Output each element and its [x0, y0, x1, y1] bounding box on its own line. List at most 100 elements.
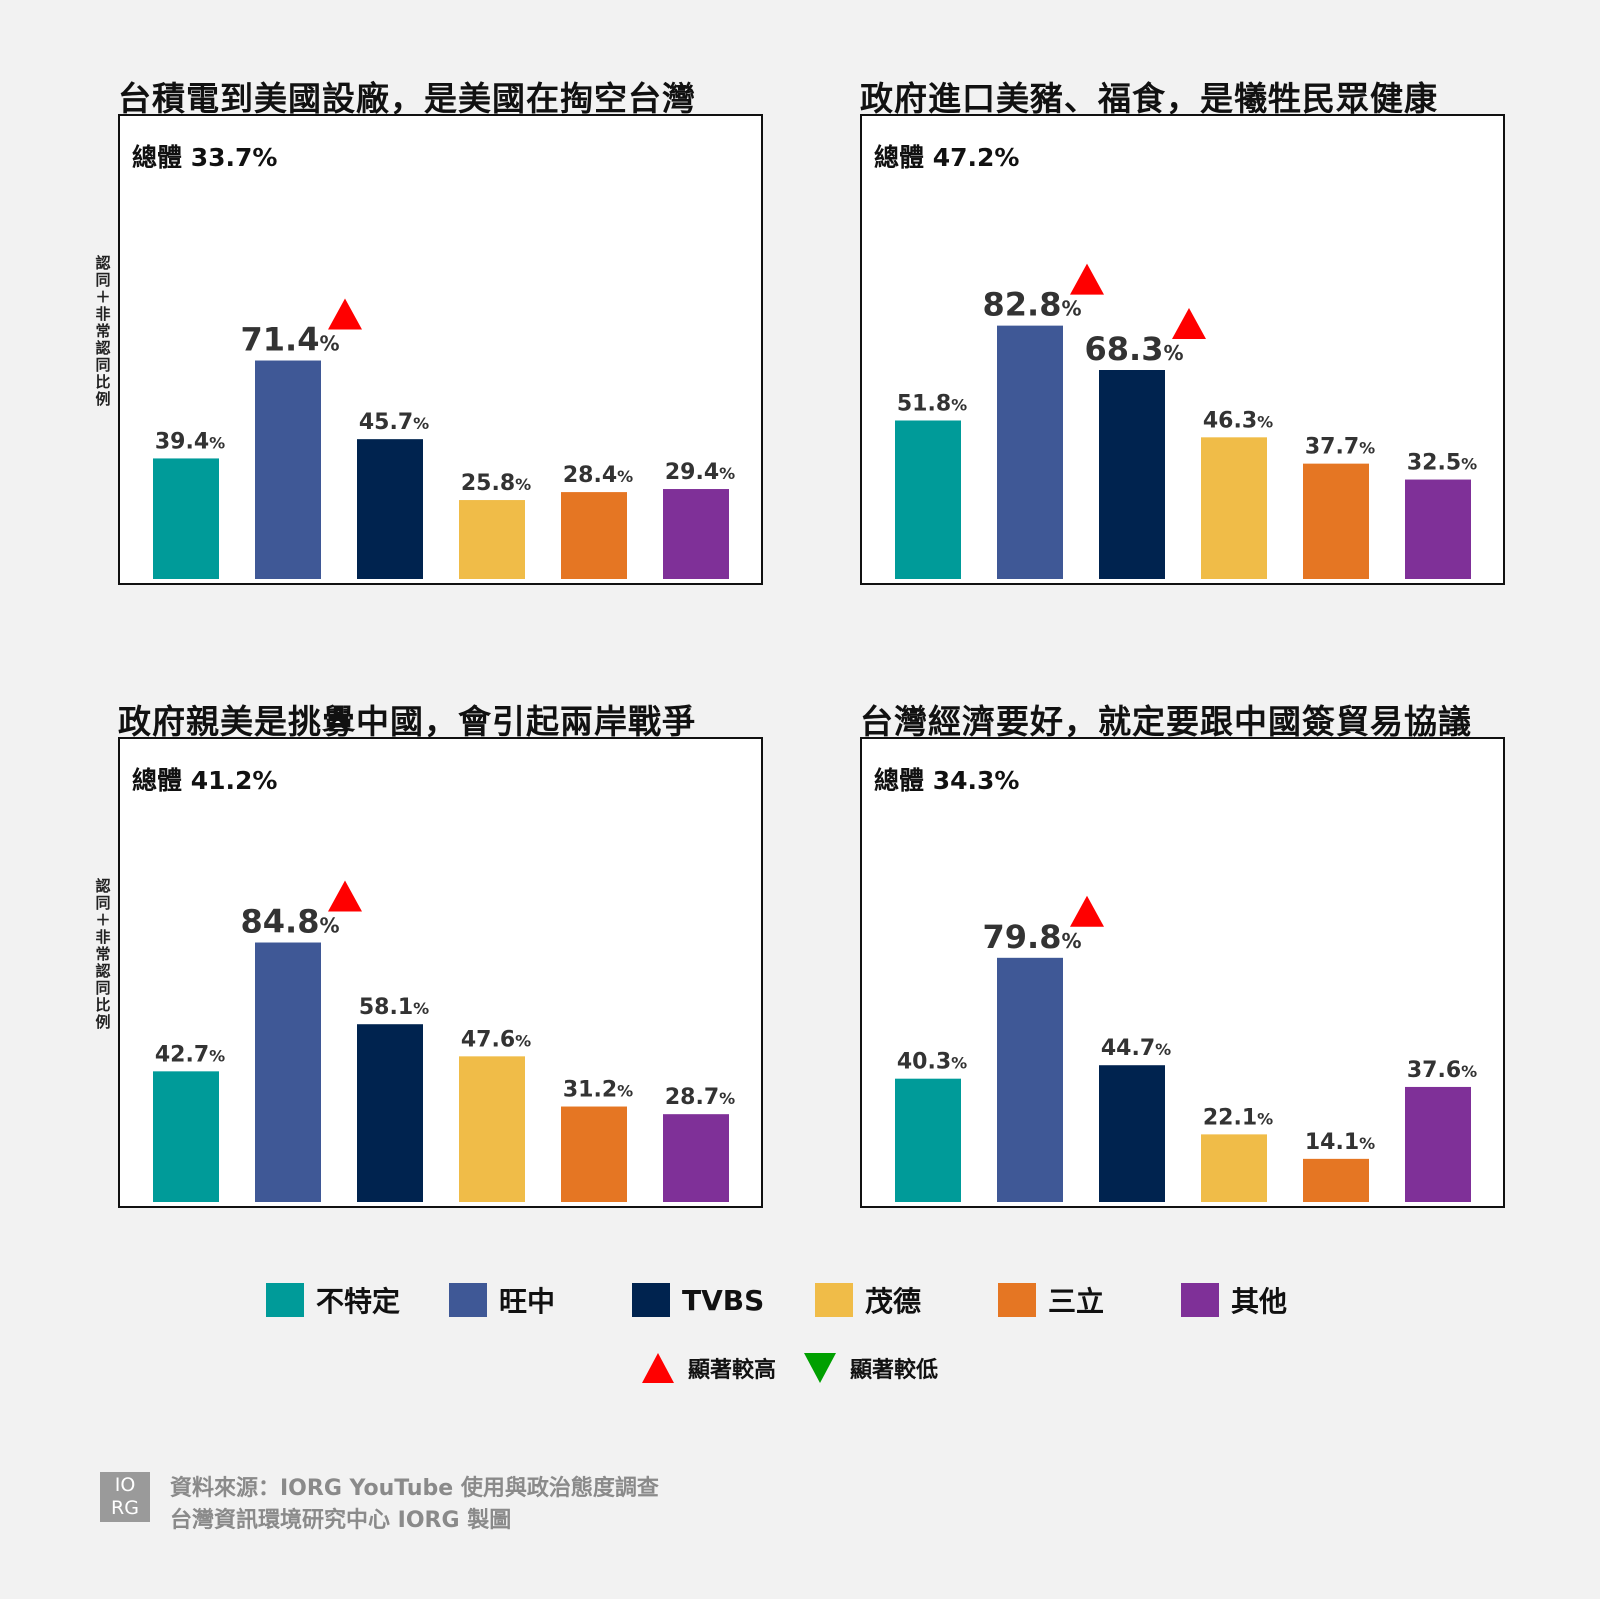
- data-label: 39.4%: [155, 429, 225, 454]
- plot-area: 總體 34.3% 40.3% 79.8% 44.7% 22.1% 14.1% 37.6%: [860, 737, 1505, 1208]
- bar-chart: 40.3% 79.8% 44.7% 22.1% 14.1% 37.6%: [895, 895, 1477, 1202]
- data-label: 51.8%: [897, 391, 967, 416]
- data-label: 37.6%: [1407, 1058, 1477, 1083]
- chart-panel-1: 台積電到美國設廠，是美國在掏空台灣 總體 33.7% 39.4% 71.4% 45.…: [118, 72, 778, 612]
- triangle-up-icon: [642, 1353, 674, 1383]
- sig-high-item: 顯著較高: [642, 1352, 776, 1384]
- legend-swatch: [632, 1283, 670, 1317]
- data-label: 44.7%: [1101, 1036, 1171, 1061]
- bar-chart: 51.8% 82.8%68.3% 46.3% 37.7% 32.5%: [895, 263, 1477, 579]
- bar: [1099, 1065, 1165, 1202]
- bar: [997, 325, 1063, 579]
- bar: [357, 439, 423, 579]
- data-label: 82.8%: [983, 286, 1082, 324]
- significant-high-marker: [1172, 308, 1206, 340]
- data-label: 28.7%: [665, 1085, 735, 1110]
- plot-area: 總體 41.2% 42.7% 84.8% 58.1% 47.6% 31.2% 28.7%: [118, 737, 763, 1208]
- overall-value: 總體 47.2%: [874, 143, 1020, 172]
- legend-swatch: [815, 1283, 853, 1317]
- legend-swatch: [1181, 1283, 1219, 1317]
- data-label: 47.6%: [461, 1027, 531, 1052]
- data-label: 28.4%: [563, 463, 633, 488]
- legend-item: 旺中: [449, 1281, 555, 1319]
- significant-high-marker: [1070, 895, 1104, 927]
- significant-high-marker: [1070, 263, 1104, 295]
- chart-panel-2: 政府進口美豬、福食，是犧牲民眾健康 總體 47.2% 51.8% 82.8% 68.…: [860, 72, 1520, 612]
- legend-label: TVBS: [682, 1283, 765, 1317]
- bar: [255, 360, 321, 579]
- bar: [459, 1056, 525, 1202]
- bar: [153, 458, 219, 579]
- logo-bottom-text: RG: [111, 1497, 139, 1519]
- legend-label: 旺中: [499, 1285, 556, 1318]
- legend-swatch: [449, 1283, 487, 1317]
- bar: [459, 500, 525, 579]
- overall-value: 總體 33.7%: [132, 143, 278, 172]
- legend-label: 三立: [1048, 1285, 1105, 1318]
- data-label: 37.7%: [1305, 435, 1375, 460]
- legend-label: 其他: [1231, 1285, 1288, 1318]
- bar: [1201, 1134, 1267, 1202]
- sig-low-label: 顯著較低: [850, 1358, 939, 1383]
- credit-text: 台灣資訊環境研究中心 IORG 製圖: [170, 1508, 512, 1533]
- significant-high-marker: [328, 298, 362, 330]
- bar: [895, 1078, 961, 1202]
- bar-chart: 42.7% 84.8% 58.1% 47.6% 31.2% 28.7%: [153, 880, 735, 1202]
- data-label: 14.1%: [1305, 1130, 1375, 1155]
- chart-panel-3: 政府親美是挑釁中國，會引起兩岸戰爭 總體 41.2% 42.7% 84.8% 58.…: [118, 695, 778, 1235]
- bar: [1303, 463, 1369, 579]
- legend-item: 茂德: [815, 1281, 921, 1319]
- chart-title: 政府進口美豬、福食，是犧牲民眾健康: [860, 79, 1438, 118]
- legend-label: 不特定: [316, 1285, 401, 1318]
- chart-title: 政府親美是挑釁中國，會引起兩岸戰爭: [118, 702, 696, 741]
- data-label: 29.4%: [665, 460, 735, 485]
- legend-item: TVBS: [632, 1281, 764, 1319]
- bar: [561, 492, 627, 579]
- data-label: 22.1%: [1203, 1105, 1273, 1130]
- triangle-down-icon: [804, 1353, 836, 1383]
- bar: [1405, 1086, 1471, 1202]
- bar: [663, 489, 729, 579]
- data-label: 46.3%: [1203, 408, 1273, 433]
- data-label: 71.4%: [241, 321, 340, 359]
- data-label: 45.7%: [359, 410, 429, 435]
- data-label: 25.8%: [461, 471, 531, 496]
- plot-area: 總體 33.7% 39.4% 71.4% 45.7% 25.8% 28.4% 29.4%: [118, 114, 763, 585]
- bar: [663, 1114, 729, 1202]
- overall-value: 總體 41.2%: [132, 766, 278, 795]
- bar: [561, 1106, 627, 1202]
- data-label: 79.8%: [983, 918, 1082, 956]
- bar: [997, 957, 1063, 1202]
- bar: [153, 1071, 219, 1202]
- y-axis-label: 認同＋非常認同 比例: [95, 254, 111, 408]
- plot-area: 總體 47.2% 51.8% 82.8% 68.3% 46.3% 37.7% 32.5%: [860, 114, 1505, 585]
- data-label: 58.1%: [359, 995, 429, 1020]
- bar: [1405, 479, 1471, 579]
- bar: [1303, 1158, 1369, 1202]
- legend-item: 不特定: [266, 1281, 400, 1319]
- y-axis-label: 認同＋非常認同 比例: [95, 877, 111, 1031]
- legend-item: 三立: [998, 1281, 1104, 1319]
- logo-top-text: IO: [114, 1474, 136, 1496]
- legend-swatch: [266, 1283, 304, 1317]
- bar: [1099, 370, 1165, 579]
- overall-value: 總體 34.3%: [874, 766, 1020, 795]
- chart-title: 台積電到美國設廠，是美國在掏空台灣: [118, 79, 696, 118]
- data-label: 84.8%: [241, 903, 340, 941]
- sig-low-item: 顯著較低: [804, 1352, 938, 1384]
- sig-high-label: 顯著較高: [688, 1358, 777, 1383]
- bar: [1201, 437, 1267, 579]
- data-label: 68.3%: [1085, 330, 1184, 368]
- data-label: 31.2%: [563, 1078, 633, 1103]
- chart-panel-4: 台灣經濟要好，就定要跟中國簽貿易協議 總體 34.3% 40.3% 79.8% 44…: [860, 695, 1520, 1235]
- legend-label: 茂德: [865, 1285, 922, 1318]
- bar: [895, 420, 961, 579]
- legend-swatch: [998, 1283, 1036, 1317]
- data-label: 32.5%: [1407, 451, 1477, 476]
- legend-item: 其他: [1181, 1281, 1287, 1319]
- iorg-logo: IO RG: [100, 1472, 150, 1522]
- data-label: 42.7%: [155, 1042, 225, 1067]
- bar-chart: 39.4% 71.4% 45.7% 25.8% 28.4% 29.4%: [153, 298, 735, 579]
- bar: [357, 1024, 423, 1202]
- bar: [255, 942, 321, 1202]
